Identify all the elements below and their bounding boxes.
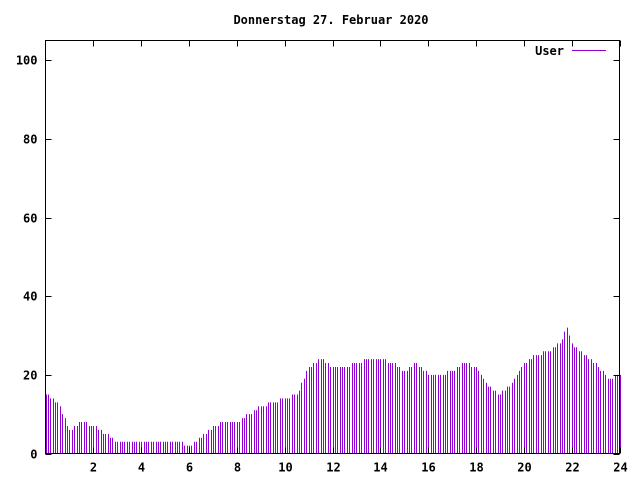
x-tick-label: 10	[278, 461, 292, 475]
x-tick-label: 18	[469, 461, 483, 475]
x-axis: 2 4 6 8 10 12 14 16 18 20 22 24	[90, 40, 628, 475]
x-tick-label: 8	[234, 461, 241, 475]
plot-frame	[45, 40, 620, 454]
x-tick-label: 24	[613, 461, 627, 475]
bars-layer	[46, 327, 621, 454]
x-tick-label: 20	[517, 461, 531, 475]
y-tick-label: 20	[23, 369, 37, 383]
x-tick-label: 4	[138, 461, 145, 475]
y-tick-label: 100	[16, 54, 38, 68]
chart-title: Donnerstag 27. Februar 2020	[233, 13, 428, 27]
y-tick-label: 80	[23, 133, 37, 147]
x-tick-label: 2	[90, 461, 97, 475]
legend: User	[535, 44, 606, 58]
y-tick-label: 60	[23, 212, 37, 226]
y-axis: 0 20 40 60 80 100	[16, 54, 620, 462]
x-tick-label: 6	[186, 461, 193, 475]
y-tick-label: 0	[30, 448, 37, 462]
x-tick-label: 14	[373, 461, 387, 475]
y-tick-label: 40	[23, 290, 37, 304]
x-tick-label: 16	[421, 461, 435, 475]
x-tick-label: 22	[565, 461, 579, 475]
x-tick-label: 12	[326, 461, 340, 475]
legend-label: User	[535, 44, 564, 58]
